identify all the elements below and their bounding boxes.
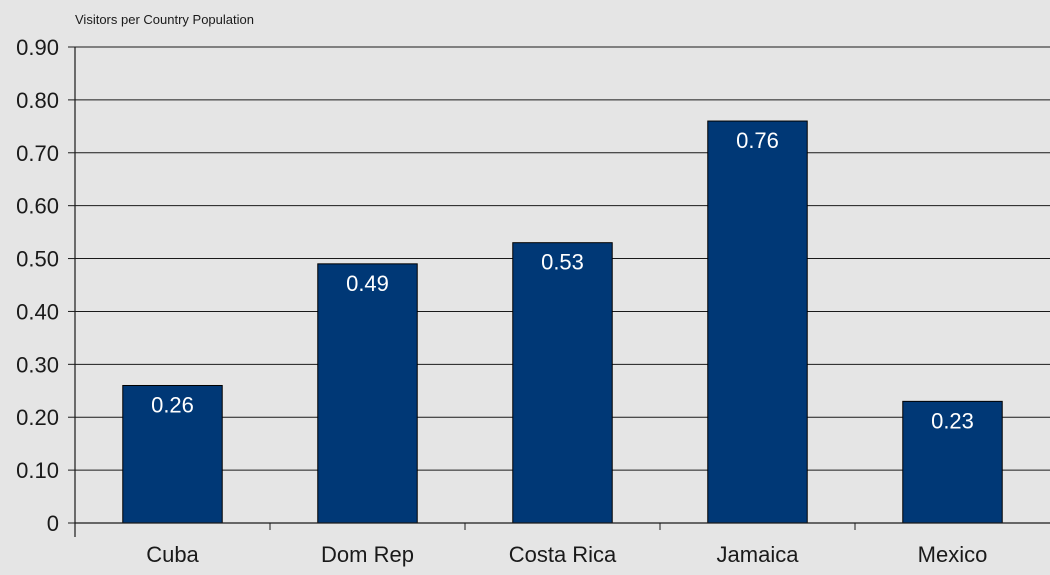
y-axis-label: Visitors per Country Population bbox=[75, 12, 254, 27]
y-tick-labels: 0 0.10 0.20 0.30 0.40 0.50 0.60 0.70 0.80 0.90 bbox=[16, 35, 59, 536]
data-label: 0.49 bbox=[346, 271, 389, 296]
data-label: 0.76 bbox=[736, 128, 779, 153]
y-tick-label: 0.90 bbox=[16, 35, 59, 60]
bar-jamaica bbox=[707, 120, 808, 524]
data-label: 0.26 bbox=[151, 392, 194, 417]
data-label: 0.53 bbox=[541, 250, 584, 275]
y-tick-label: 0.80 bbox=[16, 88, 59, 113]
y-tick-label: 0.50 bbox=[16, 247, 59, 272]
data-labels: 0.26 0.49 0.53 0.76 0.23 bbox=[151, 128, 974, 433]
x-tick-label: Cuba bbox=[146, 542, 199, 567]
y-tick-label: 0.20 bbox=[16, 405, 59, 430]
bar-costa-rica bbox=[512, 242, 613, 524]
y-tick-label: 0.30 bbox=[16, 352, 59, 377]
bars bbox=[122, 120, 1003, 524]
y-tick-label: 0.10 bbox=[16, 458, 59, 483]
x-tick-label: Costa Rica bbox=[509, 542, 617, 567]
y-tick-label: 0.70 bbox=[16, 141, 59, 166]
y-tick-label: 0 bbox=[47, 511, 59, 536]
x-tick-label: Jamaica bbox=[717, 542, 800, 567]
x-tick-label: Dom Rep bbox=[321, 542, 414, 567]
axes bbox=[68, 46, 1050, 537]
data-label: 0.23 bbox=[931, 408, 974, 433]
y-tick-label: 0.40 bbox=[16, 299, 59, 324]
x-tick-labels: Cuba Dom Rep Costa Rica Jamaica Mexico bbox=[146, 542, 987, 567]
bar-cuba bbox=[122, 384, 223, 524]
bar-dom-rep bbox=[317, 263, 418, 524]
x-tick-label: Mexico bbox=[918, 542, 988, 567]
y-tick-label: 0.60 bbox=[16, 194, 59, 219]
